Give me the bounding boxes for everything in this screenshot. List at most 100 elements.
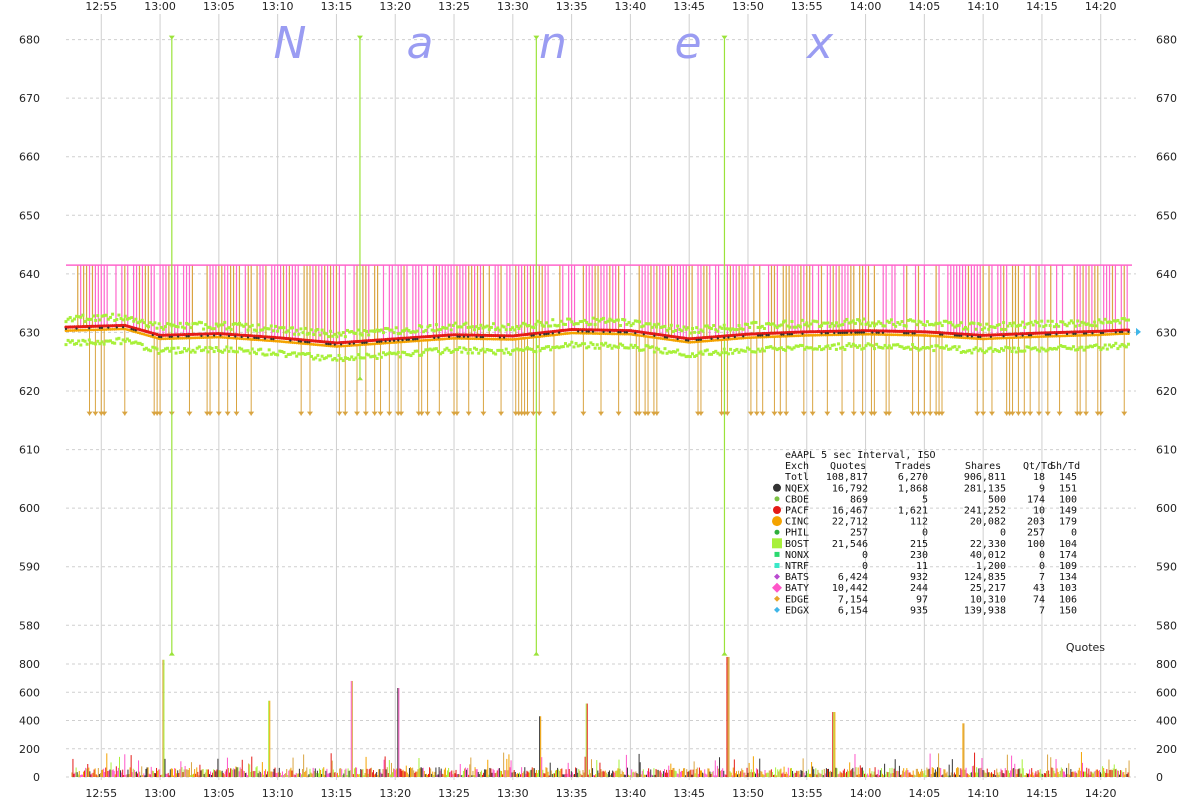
- cinc-marker: [140, 332, 144, 336]
- legend-sh-td: 179: [1059, 517, 1077, 528]
- iso-lower-flag: [418, 411, 425, 416]
- bost-marker: [934, 344, 938, 348]
- cinc-marker: [1101, 333, 1105, 337]
- bost-marker: [811, 319, 815, 323]
- cinc-marker: [796, 334, 800, 338]
- nqex-marker: [160, 335, 163, 339]
- bost-marker: [858, 344, 862, 348]
- bost-marker: [652, 350, 656, 354]
- bost-marker: [908, 318, 912, 322]
- cinc-marker: [1069, 334, 1073, 338]
- bost-marker: [373, 330, 377, 334]
- legend-sh-td: 0: [1071, 528, 1077, 539]
- cinc-marker: [164, 337, 167, 341]
- iso-lower-flag: [724, 411, 731, 416]
- bost-marker: [92, 314, 96, 318]
- cinc-marker: [894, 333, 898, 337]
- nqex-marker: [272, 337, 275, 341]
- bost-marker: [1084, 323, 1088, 327]
- cinc-marker: [352, 343, 356, 347]
- bost-marker: [674, 328, 678, 332]
- bost-marker: [77, 315, 81, 319]
- cinc-marker: [363, 343, 366, 346]
- cinc-marker: [597, 332, 601, 335]
- cinc-marker: [161, 337, 165, 341]
- cinc-marker: [697, 340, 701, 344]
- cinc-marker: [494, 337, 498, 341]
- nqex-marker: [716, 337, 720, 340]
- bost-marker: [515, 324, 519, 328]
- legend-shares: 40,012: [970, 550, 1006, 561]
- bost-marker: [417, 324, 421, 328]
- bost-marker: [847, 321, 851, 325]
- bost-marker: [568, 343, 572, 347]
- cinc-marker: [557, 332, 561, 336]
- bost-marker: [299, 327, 303, 331]
- bost-marker: [1042, 325, 1046, 329]
- bost-marker: [703, 349, 707, 353]
- cinc-marker: [229, 336, 233, 340]
- legend-qt-td: 100: [1027, 539, 1045, 550]
- bost-marker: [464, 348, 468, 352]
- bost-marker: [834, 347, 838, 351]
- nqex-marker: [591, 330, 595, 333]
- bost-marker: [123, 339, 127, 343]
- bost-marker: [881, 346, 885, 350]
- bost-marker: [1012, 346, 1016, 350]
- bost-marker: [183, 347, 187, 351]
- bost-marker: [280, 350, 284, 354]
- legend-trades: 215: [910, 539, 928, 550]
- bost-marker: [701, 329, 705, 333]
- bost-marker: [663, 324, 667, 328]
- cinc-marker: [479, 337, 483, 341]
- bost-marker: [563, 342, 567, 346]
- bost-marker: [930, 344, 934, 348]
- cinc-marker: [413, 339, 417, 343]
- bost-marker: [1126, 342, 1130, 346]
- bost-marker: [623, 346, 627, 350]
- cinc-marker: [1008, 336, 1012, 340]
- iso-lower-flag: [921, 411, 928, 416]
- cinc-marker: [1021, 335, 1025, 339]
- cinc-marker: [612, 332, 616, 336]
- bost-marker: [748, 347, 752, 351]
- nqex-marker: [801, 332, 804, 335]
- cinc-marker: [183, 336, 186, 340]
- nqex-marker: [742, 335, 745, 338]
- cinc-marker: [652, 336, 656, 339]
- bost-marker: [532, 349, 536, 353]
- time-tick-bottom: 13:25: [438, 787, 470, 800]
- time-tick-top: 13:05: [203, 0, 235, 13]
- bost-marker: [695, 353, 699, 357]
- bost-marker: [470, 325, 474, 329]
- bost-marker: [295, 354, 299, 358]
- cinc-marker: [873, 332, 876, 336]
- cinc-marker: [578, 331, 582, 335]
- bost-marker: [206, 325, 210, 329]
- legend-shares: 10,310: [970, 594, 1006, 605]
- legend-shares: 281,135: [964, 483, 1006, 494]
- bost-marker: [887, 344, 891, 348]
- cinc-marker: [932, 334, 936, 338]
- legend-quotes: 0: [862, 550, 868, 561]
- bost-marker: [686, 326, 690, 330]
- nqex-marker: [1027, 334, 1031, 337]
- cinc-marker: [686, 340, 690, 344]
- bost-marker: [1086, 345, 1090, 349]
- bost-marker: [479, 323, 483, 327]
- cinc-marker: [98, 328, 102, 332]
- bost-marker: [187, 322, 191, 326]
- bost-marker: [796, 344, 800, 348]
- bost-marker: [894, 343, 898, 347]
- nqex-marker: [397, 339, 400, 342]
- bost-marker: [951, 323, 955, 327]
- bost-marker: [583, 342, 587, 346]
- bost-marker: [398, 331, 402, 335]
- cinc-marker: [904, 333, 908, 337]
- bost-marker: [94, 342, 98, 346]
- bost-marker: [345, 328, 349, 332]
- cinc-marker: [574, 331, 578, 335]
- bost-marker: [303, 326, 307, 330]
- cinc-marker: [350, 344, 354, 347]
- bost-marker: [1105, 347, 1109, 351]
